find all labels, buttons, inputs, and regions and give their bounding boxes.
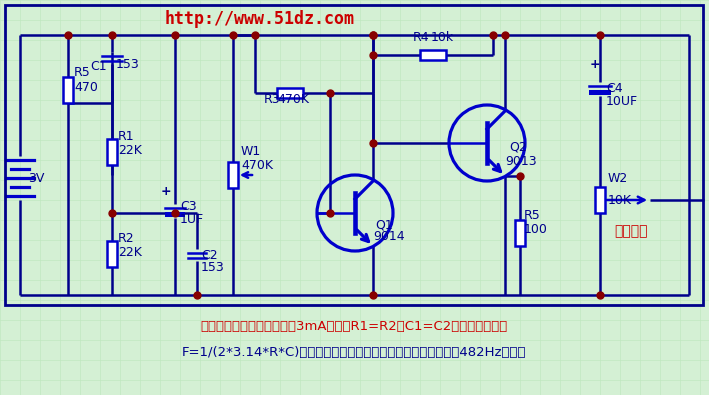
Text: 153: 153 — [116, 58, 140, 71]
Text: +: + — [161, 185, 172, 198]
Text: Q2: Q2 — [509, 141, 527, 154]
Text: W1: W1 — [241, 145, 261, 158]
Text: 正弦波信号发生器，耗电仃3mA左右。R1=R2、C1=C2决定振荡频率。: 正弦波信号发生器，耗电仃3mA左右。R1=R2、C1=C2决定振荡频率。 — [201, 320, 508, 333]
Text: http://www.51dz.com: http://www.51dz.com — [165, 10, 355, 28]
Text: 信号输出: 信号输出 — [614, 224, 647, 238]
Text: +: + — [590, 58, 601, 71]
Bar — [277, 88, 303, 98]
Text: 22K: 22K — [118, 144, 142, 157]
Text: R5: R5 — [74, 66, 91, 79]
Text: C2: C2 — [201, 249, 218, 262]
Text: 153: 153 — [201, 261, 225, 274]
Text: C3: C3 — [180, 200, 196, 213]
Text: 10K: 10K — [608, 194, 632, 207]
Text: Q1: Q1 — [375, 218, 393, 231]
Text: 10k: 10k — [431, 31, 454, 44]
Text: C4: C4 — [606, 82, 623, 95]
Text: 22K: 22K — [118, 246, 142, 259]
Text: F=1/(2*3.14*R*C)，单位分别为赫兹、欧姆、法拉。本图频率在482Hz左右。: F=1/(2*3.14*R*C)，单位分别为赫兹、欧姆、法拉。本图频率在482H… — [182, 346, 526, 359]
Text: R5: R5 — [524, 209, 541, 222]
Bar — [595, 187, 605, 213]
Text: R2: R2 — [118, 232, 135, 245]
Bar — [107, 139, 117, 165]
Bar — [589, 90, 611, 94]
Text: 9013: 9013 — [505, 155, 537, 168]
Text: R3: R3 — [264, 93, 281, 106]
Bar — [228, 162, 238, 188]
Bar — [5, 5, 703, 305]
Bar — [63, 77, 73, 103]
Text: R1: R1 — [118, 130, 135, 143]
Bar — [107, 241, 117, 267]
Text: W2: W2 — [608, 172, 628, 185]
Text: 470K: 470K — [277, 93, 309, 106]
Bar — [420, 50, 446, 60]
Text: 100: 100 — [524, 223, 548, 236]
Text: 470: 470 — [74, 81, 98, 94]
Text: 1UF: 1UF — [180, 213, 204, 226]
Text: R4: R4 — [413, 31, 430, 44]
Text: C1: C1 — [90, 60, 106, 73]
Text: 9014: 9014 — [373, 230, 405, 243]
Bar — [515, 220, 525, 246]
Bar — [165, 211, 185, 216]
Text: 470K: 470K — [241, 159, 273, 172]
Text: 10UF: 10UF — [606, 95, 638, 108]
Text: 3V: 3V — [28, 172, 45, 185]
